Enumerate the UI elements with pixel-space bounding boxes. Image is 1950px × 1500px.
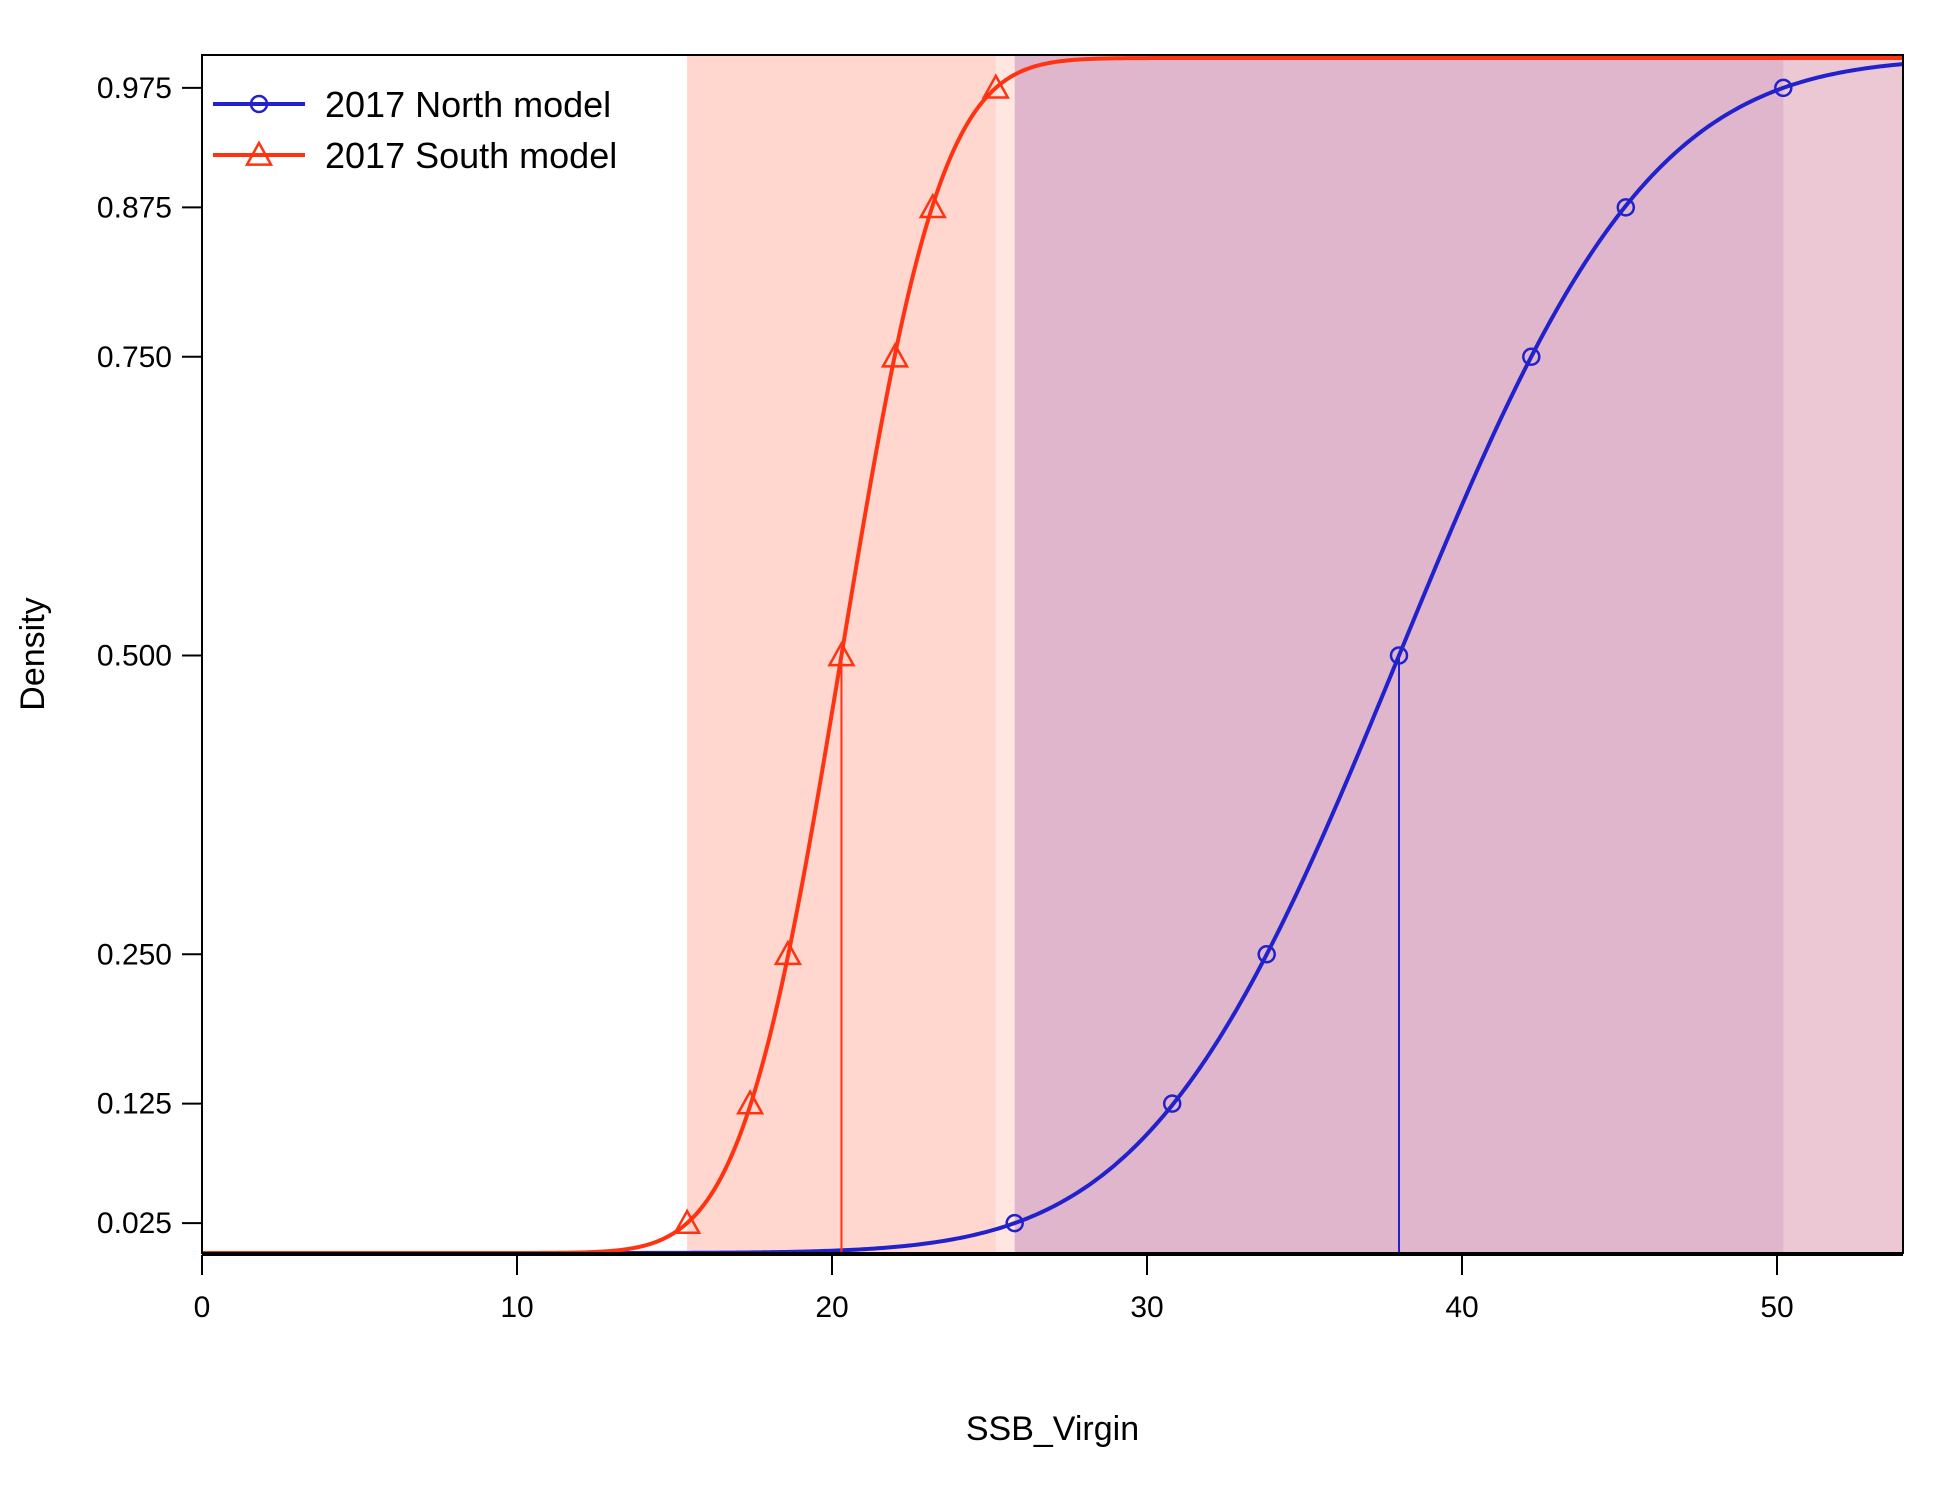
point-north-2 (1257, 945, 1276, 964)
point-north-0 (1005, 1213, 1024, 1233)
y-tick-label: 0.500 (97, 640, 172, 673)
legend-label-south: 2017 South model (325, 135, 617, 176)
ci-shade-upper-0 (1014, 55, 1903, 1253)
y-tick-label: 0.025 (97, 1207, 172, 1240)
ci-shade-upper-1 (687, 55, 1903, 1253)
x-tick-label: 10 (500, 1291, 533, 1324)
point-north-1 (1162, 1094, 1182, 1113)
confidence-shading (687, 55, 1903, 1253)
point-north-6 (1774, 78, 1793, 98)
x-tick-label: 20 (815, 1291, 848, 1324)
y-tick-label: 0.975 (97, 72, 172, 105)
x-tick-label: 30 (1130, 1291, 1163, 1324)
legend: 2017 North model 2017 South model (213, 84, 617, 176)
point-south-2 (773, 939, 803, 966)
x-tick-label: 40 (1445, 1291, 1478, 1324)
point-north-4 (1522, 347, 1541, 366)
legend-label-north: 2017 North model (325, 84, 611, 125)
x-tick-label: 0 (194, 1291, 211, 1324)
quantile-markers (672, 73, 1793, 1234)
point-south-0 (672, 1208, 702, 1234)
point-north-5 (1616, 198, 1636, 217)
legend-marker-north (249, 94, 269, 114)
point-north-3 (1389, 646, 1409, 665)
median-lines (840, 655, 1400, 1253)
point-south-5 (918, 192, 947, 219)
point-south-4 (880, 342, 910, 368)
y-tick-label: 0.250 (97, 938, 172, 971)
point-south-6 (981, 73, 1010, 99)
y-tick-label: 0.750 (97, 341, 172, 374)
x-axis: 0 10 20 30 40 50 (194, 1254, 1903, 1324)
x-axis-label: SSB_Virgin (966, 1410, 1139, 1448)
x-tick-label: 50 (1760, 1291, 1793, 1324)
point-south-1 (735, 1089, 765, 1115)
y-axis: 0.025 0.125 0.250 0.500 0.750 0.875 0.975 (97, 72, 203, 1240)
y-tick-label: 0.875 (97, 191, 172, 224)
legend-marker-south (244, 140, 274, 166)
y-axis-label: Density (14, 597, 52, 710)
point-south-3 (827, 640, 856, 667)
y-tick-label: 0.125 (97, 1088, 172, 1121)
